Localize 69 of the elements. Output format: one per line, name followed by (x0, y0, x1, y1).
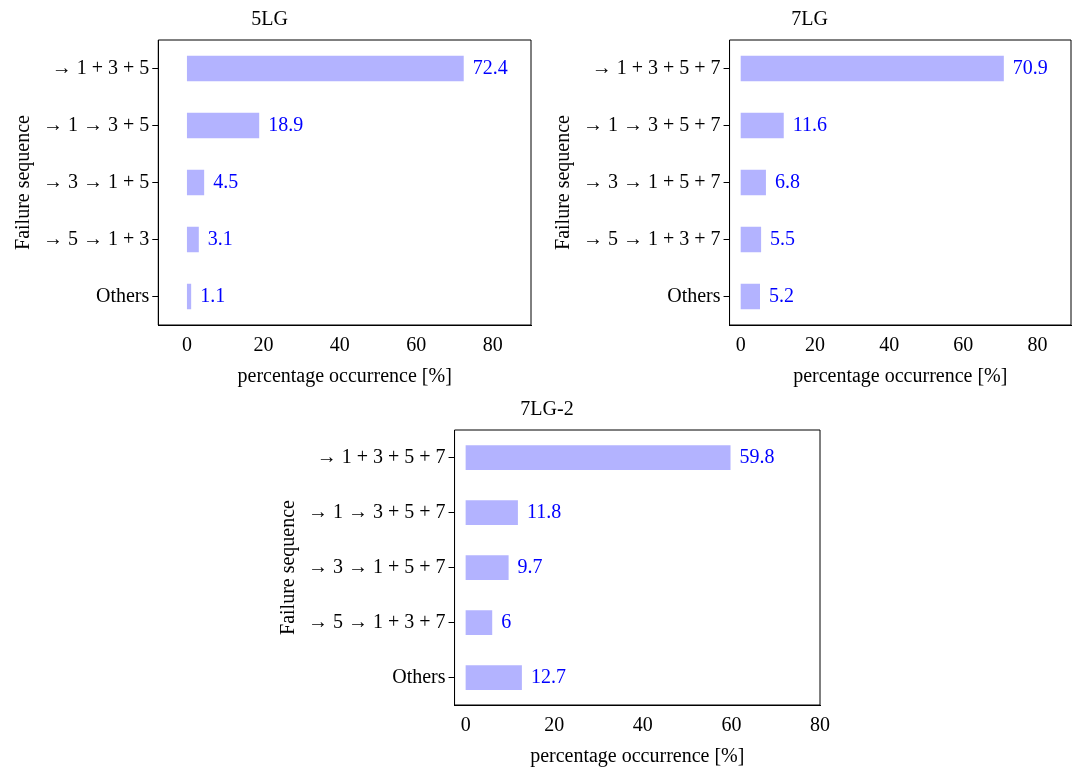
y-axis-title: Failure sequence (11, 114, 35, 250)
x-tick-label: 0 (181, 333, 192, 356)
data-label: 70.9 (1012, 55, 1048, 78)
data-label: 4.5 (213, 169, 239, 192)
bar (465, 445, 731, 470)
x-tick-label: 60 (406, 333, 427, 356)
y-tick-label: → 5 → 1 + 3 (43, 226, 150, 249)
x-tick-label: 80 (810, 713, 830, 736)
bar (740, 226, 762, 253)
bar (465, 665, 522, 690)
bar (740, 283, 760, 310)
x-axis-title: percentage occurrence [%] (237, 364, 452, 388)
y-tick-label: Others (667, 283, 721, 306)
x-axis-title: percentage occurrence [%] (530, 744, 745, 768)
data-label: 9.7 (517, 554, 543, 577)
bar (186, 55, 464, 82)
bar (186, 112, 260, 139)
x-tick-label: 20 (804, 333, 825, 356)
y-axis-title: Failure sequence (551, 114, 575, 250)
y-tick-label: Others (95, 283, 150, 306)
y-tick-label: → 3 → 1 + 5 (43, 169, 150, 192)
y-tick-label: → 1 → 3 + 5 + 7 (308, 499, 446, 522)
data-label: 1.1 (200, 283, 226, 306)
data-label: 11.8 (526, 499, 562, 522)
x-tick-label: 60 (721, 713, 742, 736)
data-label: 12.7 (530, 664, 566, 687)
data-label: 5.5 (770, 226, 796, 249)
y-tick-label: → 3 → 1 + 5 + 7 (583, 169, 721, 192)
y-tick-label: → 1 → 3 + 5 + 7 (583, 112, 721, 135)
bar (740, 112, 784, 139)
bar (465, 500, 518, 525)
x-tick-label: 0 (735, 333, 746, 356)
y-tick-label: → 1 + 3 + 5 (51, 55, 150, 78)
data-label: 11.6 (792, 112, 828, 135)
data-label: 6 (501, 609, 512, 632)
x-axis-title: percentage occurrence [%] (793, 364, 1008, 388)
data-label: 59.8 (739, 444, 775, 467)
data-label: 18.9 (268, 112, 304, 135)
x-tick-label: 40 (329, 333, 350, 356)
data-label: 3.1 (207, 226, 233, 249)
x-tick-label: 80 (482, 333, 503, 356)
y-axis-title: Failure sequence (276, 499, 300, 635)
chart-title: 7LG (791, 7, 828, 30)
x-tick-label: 60 (953, 333, 974, 356)
bar (740, 55, 1004, 82)
x-tick-label: 80 (1027, 333, 1048, 356)
chart-title: 7LG-2 (520, 397, 574, 420)
x-tick-label: 20 (544, 713, 565, 736)
data-label: 72.4 (472, 55, 508, 78)
y-tick-label: Others (392, 664, 446, 687)
bar (186, 283, 192, 310)
bar (740, 169, 766, 196)
y-tick-label: → 5 → 1 + 3 + 7 (583, 226, 721, 249)
y-tick-label: → 3 → 1 + 5 + 7 (308, 554, 446, 577)
x-tick-label: 0 (460, 713, 471, 736)
x-tick-label: 40 (879, 333, 900, 356)
bar (186, 226, 199, 253)
bar (186, 169, 205, 196)
x-tick-label: 20 (253, 333, 274, 356)
data-label: 5.2 (768, 283, 794, 306)
data-label: 6.8 (774, 169, 800, 192)
y-tick-label: → 1 → 3 + 5 (43, 112, 150, 135)
y-tick-label: → 5 → 1 + 3 + 7 (308, 609, 446, 632)
x-tick-label: 40 (632, 713, 653, 736)
chart-title: 5LG (251, 7, 288, 30)
y-tick-label: → 1 + 3 + 5 + 7 (591, 55, 721, 78)
bar (465, 555, 509, 580)
bar (465, 610, 493, 635)
y-tick-label: → 1 + 3 + 5 + 7 (316, 444, 446, 467)
